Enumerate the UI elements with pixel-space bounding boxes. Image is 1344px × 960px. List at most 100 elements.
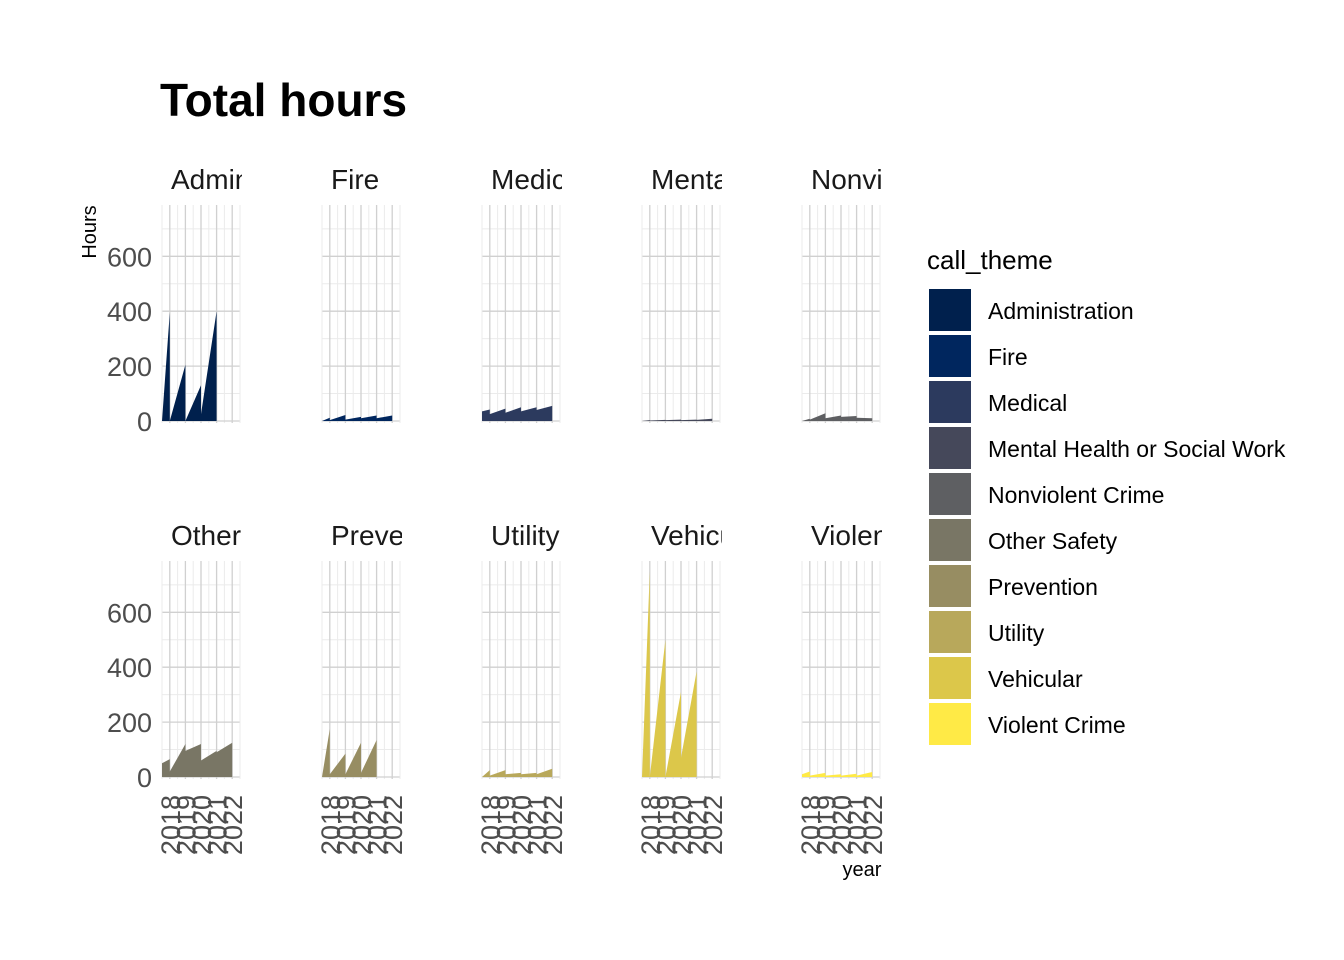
x-tick-label: 2020 <box>347 795 377 855</box>
area-series <box>322 728 393 777</box>
legend-swatch <box>929 519 971 561</box>
facet-strip-label: Medica <box>491 164 582 195</box>
facet-strip-label: Menta <box>651 164 729 195</box>
area-series <box>322 414 393 421</box>
y-tick-label: 0 <box>137 407 152 437</box>
x-tick-label: 2021 <box>523 795 553 855</box>
x-tick-label: 2022 <box>858 795 888 855</box>
x-tick-label: 2019 <box>811 795 841 855</box>
x-tick-label: 2019 <box>171 795 201 855</box>
facet-panel: Preven <box>321 520 420 779</box>
facet-panel: Menta <box>641 164 729 423</box>
legend-swatch <box>929 703 971 745</box>
legend-swatch <box>929 657 971 699</box>
facet-panel: Other <box>161 520 241 779</box>
x-tick-label: 2020 <box>187 795 217 855</box>
y-axis-label: Hours <box>79 205 101 258</box>
facet-strip-label: Utility <box>491 520 559 551</box>
legend-item: Medical <box>929 381 1067 423</box>
legend-label: Mental Health or Social Work <box>988 436 1286 462</box>
facet-strip-label: Preven <box>331 520 420 551</box>
legend-item: Other Safety <box>929 519 1118 561</box>
x-tick-label: 2019 <box>491 795 521 855</box>
facet-strip-label: Admin <box>171 164 250 195</box>
legend-item: Utility <box>929 611 1045 653</box>
legend-swatch <box>929 427 971 469</box>
y-tick-label: 200 <box>107 352 152 382</box>
y-tick-label: 400 <box>107 297 152 327</box>
x-tick-label: 2019 <box>331 795 361 855</box>
x-tick-label: 2020 <box>507 795 537 855</box>
x-axis-label: year <box>843 859 882 881</box>
y-tick-label: 600 <box>107 242 152 272</box>
legend-label: Nonviolent Crime <box>988 482 1164 508</box>
area-series <box>162 311 233 421</box>
area-series <box>642 418 713 421</box>
facet-panel: Nonvio <box>801 164 898 423</box>
legend-label: Prevention <box>988 574 1098 600</box>
area-series <box>162 742 233 777</box>
legend-item: Violent Crime <box>929 703 1126 745</box>
area-series <box>642 571 713 777</box>
facet-strip-label: Other <box>171 520 241 551</box>
facet-panels: Admin Fire Medica Menta Nonvio Other Preven Uti… <box>161 164 898 779</box>
facet-panel: Vehicu <box>641 520 735 779</box>
legend-item: Administration <box>929 289 1134 331</box>
x-tick-label: 2020 <box>667 795 697 855</box>
area-series <box>802 771 873 777</box>
legend-label: Vehicular <box>988 666 1083 692</box>
facet-panel: Medica <box>481 164 582 423</box>
y-tick-label: 200 <box>107 708 152 738</box>
facet-strip-label: Fire <box>331 164 379 195</box>
legend-item: Mental Health or Social Work <box>929 427 1286 469</box>
y-tick-label: 400 <box>107 653 152 683</box>
chart-title: Total hours <box>160 74 407 126</box>
x-tick-label: 2019 <box>651 795 681 855</box>
x-tick-label: 2018 <box>636 795 666 855</box>
x-tick-label: 2021 <box>843 795 873 855</box>
facet-panel: Admin <box>161 164 250 423</box>
facet-strip-label: Vehicu <box>651 520 735 551</box>
legend-label: Utility <box>988 620 1045 646</box>
x-tick-label: 2018 <box>796 795 826 855</box>
legend-items: Administration Fire Medical Mental Health o… <box>929 289 1286 745</box>
legend-label: Violent Crime <box>988 712 1126 738</box>
x-tick-label: 2022 <box>378 795 408 855</box>
x-tick-label: 2022 <box>538 795 568 855</box>
legend-swatch <box>929 289 971 331</box>
legend-label: Other Safety <box>988 528 1118 554</box>
legend-swatch <box>929 473 971 515</box>
x-tick-label: 2018 <box>156 795 186 855</box>
legend-item: Fire <box>929 335 1028 377</box>
area-series <box>482 768 553 777</box>
x-tick-label: 2021 <box>363 795 393 855</box>
area-series <box>482 405 553 421</box>
facet-panel: Fire <box>321 164 401 423</box>
area-series <box>802 413 873 421</box>
x-tick-label: 2021 <box>683 795 713 855</box>
y-tick-label: 600 <box>107 598 152 628</box>
legend-label: Fire <box>988 344 1028 370</box>
x-tick-label: 2018 <box>316 795 346 855</box>
legend-label: Medical <box>988 390 1067 416</box>
y-axes: 0 200 400 600 0 200 400 600 <box>107 242 152 793</box>
facet-strip-label: Nonvio <box>811 164 898 195</box>
x-tick-label: 2020 <box>827 795 857 855</box>
facet-strip-label: Violen <box>811 520 888 551</box>
x-tick-label: 2021 <box>203 795 233 855</box>
x-tick-label: 2022 <box>218 795 248 855</box>
legend-label: Administration <box>988 298 1134 324</box>
legend-item: Prevention <box>929 565 1098 607</box>
legend-item: Nonviolent Crime <box>929 473 1164 515</box>
legend-swatch <box>929 611 971 653</box>
x-tick-label: 2018 <box>476 795 506 855</box>
y-tick-label: 0 <box>137 763 152 793</box>
legend-swatch <box>929 565 971 607</box>
x-tick-label: 2022 <box>698 795 728 855</box>
legend: call_theme Administration Fire Medical Ment… <box>927 245 1286 745</box>
facet-panel: Violen <box>801 520 888 779</box>
legend-swatch <box>929 335 971 377</box>
legend-item: Vehicular <box>929 657 1083 699</box>
facet-panel: Utility <box>481 520 561 779</box>
